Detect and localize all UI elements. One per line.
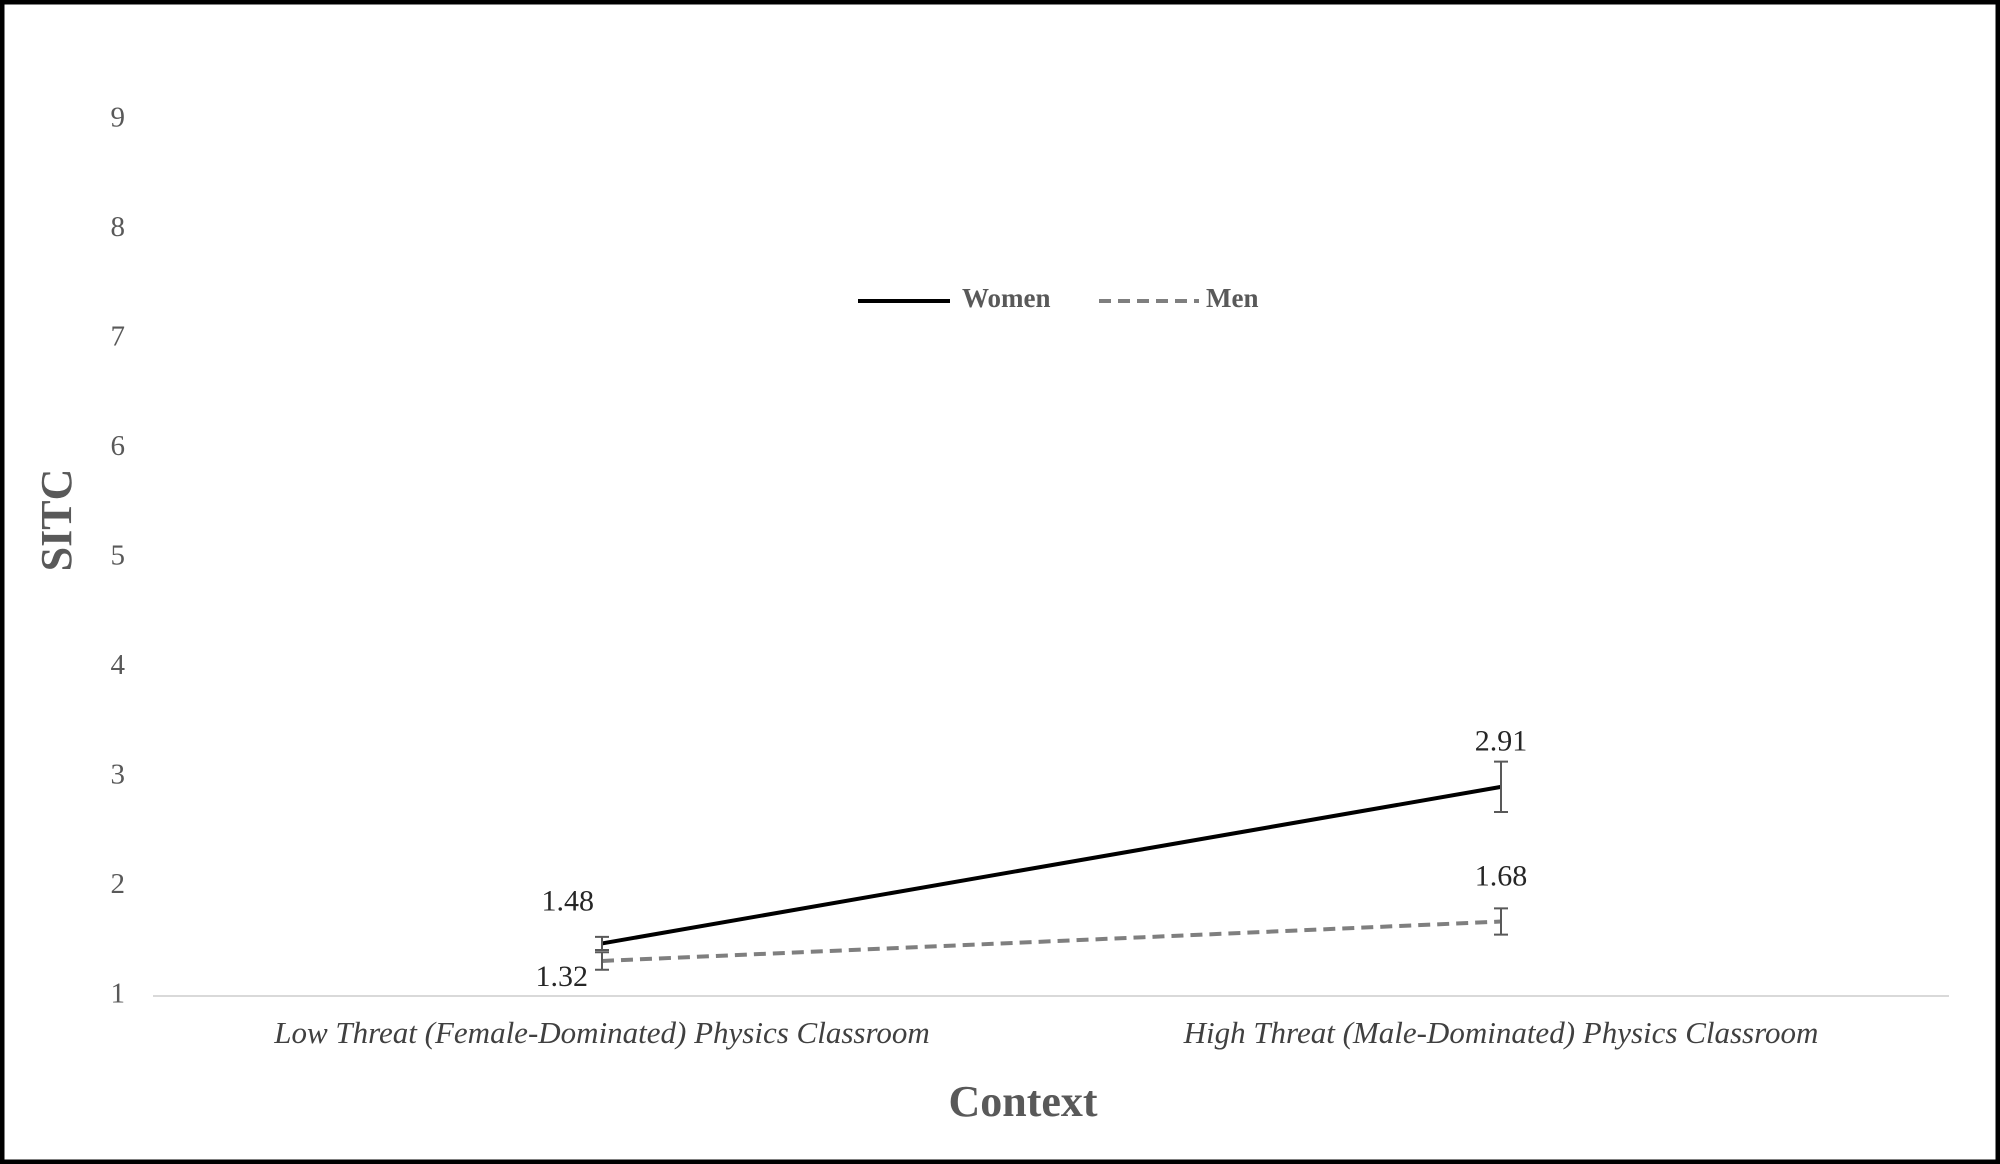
series-line bbox=[601, 919, 1502, 963]
error-bar bbox=[595, 951, 609, 971]
data-label: 1.48 bbox=[542, 884, 595, 917]
data-label: 1.68 bbox=[1475, 859, 1528, 892]
y-tick-label: 6 bbox=[111, 430, 126, 462]
error-bar bbox=[1494, 760, 1508, 814]
legend-label: Men bbox=[1206, 283, 1258, 313]
error-bar bbox=[595, 935, 609, 952]
x-axis-title: Context bbox=[948, 1077, 1097, 1126]
y-tick-label: 9 bbox=[111, 102, 126, 134]
y-tick-label: 7 bbox=[111, 321, 126, 353]
y-tick-label: 1 bbox=[111, 978, 126, 1010]
series-line bbox=[601, 784, 1502, 946]
y-tick-label: 2 bbox=[111, 868, 126, 900]
y-tick-label: 8 bbox=[111, 211, 126, 243]
y-axis-title: SITC bbox=[32, 469, 81, 572]
error-bar bbox=[1494, 907, 1508, 936]
legend-label: Women bbox=[962, 283, 1051, 313]
data-label: 1.32 bbox=[536, 960, 589, 993]
data-label: 2.91 bbox=[1475, 725, 1528, 758]
y-tick-label: 3 bbox=[111, 759, 126, 791]
y-tick-label: 4 bbox=[111, 649, 126, 681]
y-tick-label: 5 bbox=[111, 540, 126, 572]
x-tick-label: Low Threat (Female-Dominated) Physics Cl… bbox=[273, 1015, 930, 1050]
x-tick-label: High Threat (Male-Dominated) Physics Cla… bbox=[1183, 1015, 1819, 1050]
